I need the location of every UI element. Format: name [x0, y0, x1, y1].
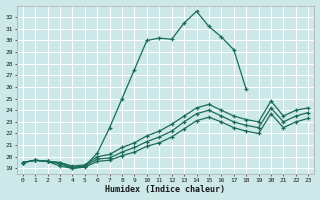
- X-axis label: Humidex (Indice chaleur): Humidex (Indice chaleur): [106, 185, 226, 194]
